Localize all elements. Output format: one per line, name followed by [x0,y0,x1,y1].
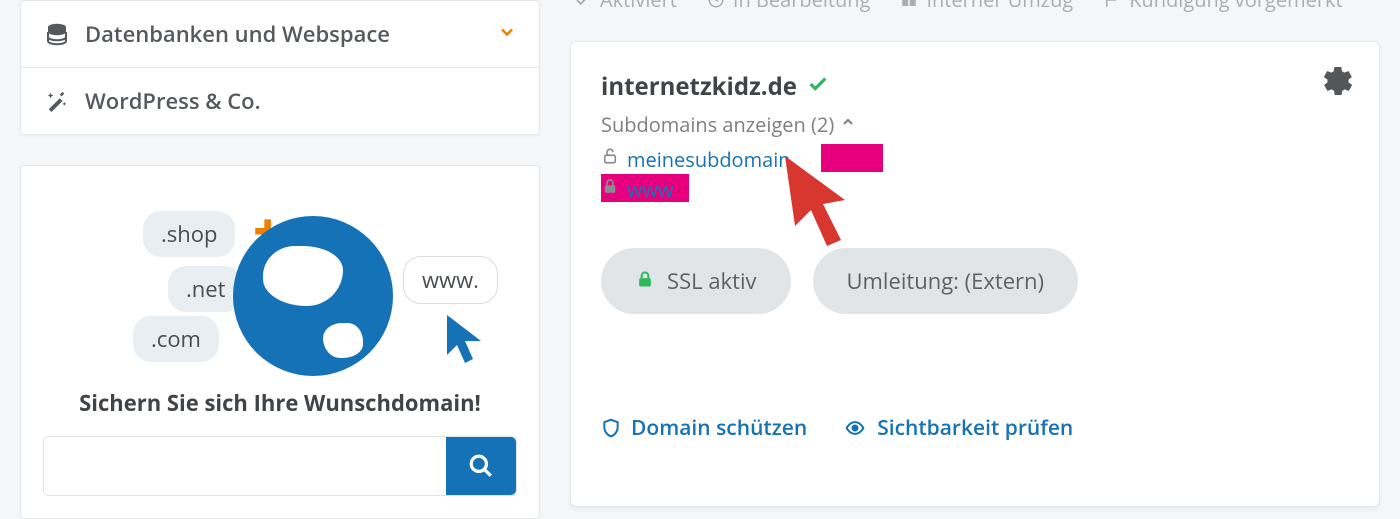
status-pill-row: SSL aktiv Umleitung: (Extern) [601,248,1349,314]
domain-name: internetzkidz.de [601,70,797,103]
chevron-up-icon [840,114,856,135]
ssl-status-pill[interactable]: SSL aktiv [601,248,791,314]
domain-search-row [43,436,517,496]
ssl-pill-label: SSL aktiv [667,266,757,296]
protect-link-label: Domain schützen [631,414,807,442]
promo-illustration: .shop .net .com + www. [43,196,517,376]
subdomain-row[interactable]: meinesubdomain [601,144,1349,174]
bubble-shop: .shop [143,211,235,257]
subdomain-row[interactable]: www [601,174,1349,204]
domain-search-button[interactable] [446,437,516,495]
subdomains-toggle-label: Subdomains anzeigen (2) [601,111,834,138]
filter-aktiviert[interactable]: Aktiviert [574,0,677,13]
protect-domain-link[interactable]: Domain schützen [601,414,807,442]
redirect-status-pill[interactable]: Umleitung: (Extern) [813,248,1079,314]
wand-icon [43,90,71,112]
domain-action-links: Domain schützen Sichtbarkeit prüfen [601,414,1349,442]
bubble-www: www. [403,256,498,304]
domain-search-input[interactable] [44,437,446,495]
sidebar-item-label: WordPress & Co. [85,86,517,116]
filter-label: In Bearbeitung [733,0,871,13]
visibility-check-link[interactable]: Sichtbarkeit prüfen [843,414,1073,442]
domain-header: internetzkidz.de [601,70,1349,103]
domain-promo-card: .shop .net .com + www. Sichern Sie sich … [20,165,540,519]
subdomains-toggle[interactable]: Subdomains anzeigen (2) [601,111,1349,138]
filter-kuendigung[interactable]: Kündigung vorgemerkt [1103,0,1342,13]
redirect-pill-label: Umleitung: (Extern) [847,266,1045,296]
subdomain-list: meinesubdomain www [601,144,1349,204]
promo-title: Sichern Sie sich Ihre Wunschdomain! [43,388,517,418]
filter-label: Aktiviert [600,0,677,13]
check-icon [807,72,829,102]
sidebar-item-label: Datenbanken und Webspace [85,19,483,49]
subdomain-name: meinesubdomain [627,146,791,173]
filter-umzug[interactable]: Interner Umzug [900,0,1073,13]
sidebar-item-databases[interactable]: Datenbanken und Webspace [21,1,539,68]
bubble-com: .com [133,316,219,362]
database-icon [43,22,71,46]
lock-green-icon [635,266,655,296]
sidebar: Datenbanken und Webspace WordPress & Co.… [20,0,540,507]
lock-open-icon [601,147,619,171]
filter-label: Kündigung vorgemerkt [1129,0,1342,13]
filter-bearbeitung[interactable]: In Bearbeitung [707,0,871,13]
cursor-icon [443,311,491,372]
lock-closed-icon [601,177,619,201]
bubble-net: .net [168,266,243,312]
domain-card: internetzkidz.de Subdomains anzeigen (2) [570,41,1380,507]
globe-icon [233,216,393,376]
filter-label: Interner Umzug [926,0,1073,13]
sidebar-item-wordpress[interactable]: WordPress & Co. [21,68,539,134]
subdomain-name: www [627,176,674,203]
visibility-link-label: Sichtbarkeit prüfen [877,414,1073,442]
sidebar-nav-card: Datenbanken und Webspace WordPress & Co. [20,0,540,135]
chevron-down-icon [497,21,517,48]
settings-button[interactable] [1321,64,1355,103]
main-area: Aktiviert In Bearbeitung Interner Umzug … [570,0,1380,507]
status-filter-bar: Aktiviert In Bearbeitung Interner Umzug … [570,0,1380,21]
